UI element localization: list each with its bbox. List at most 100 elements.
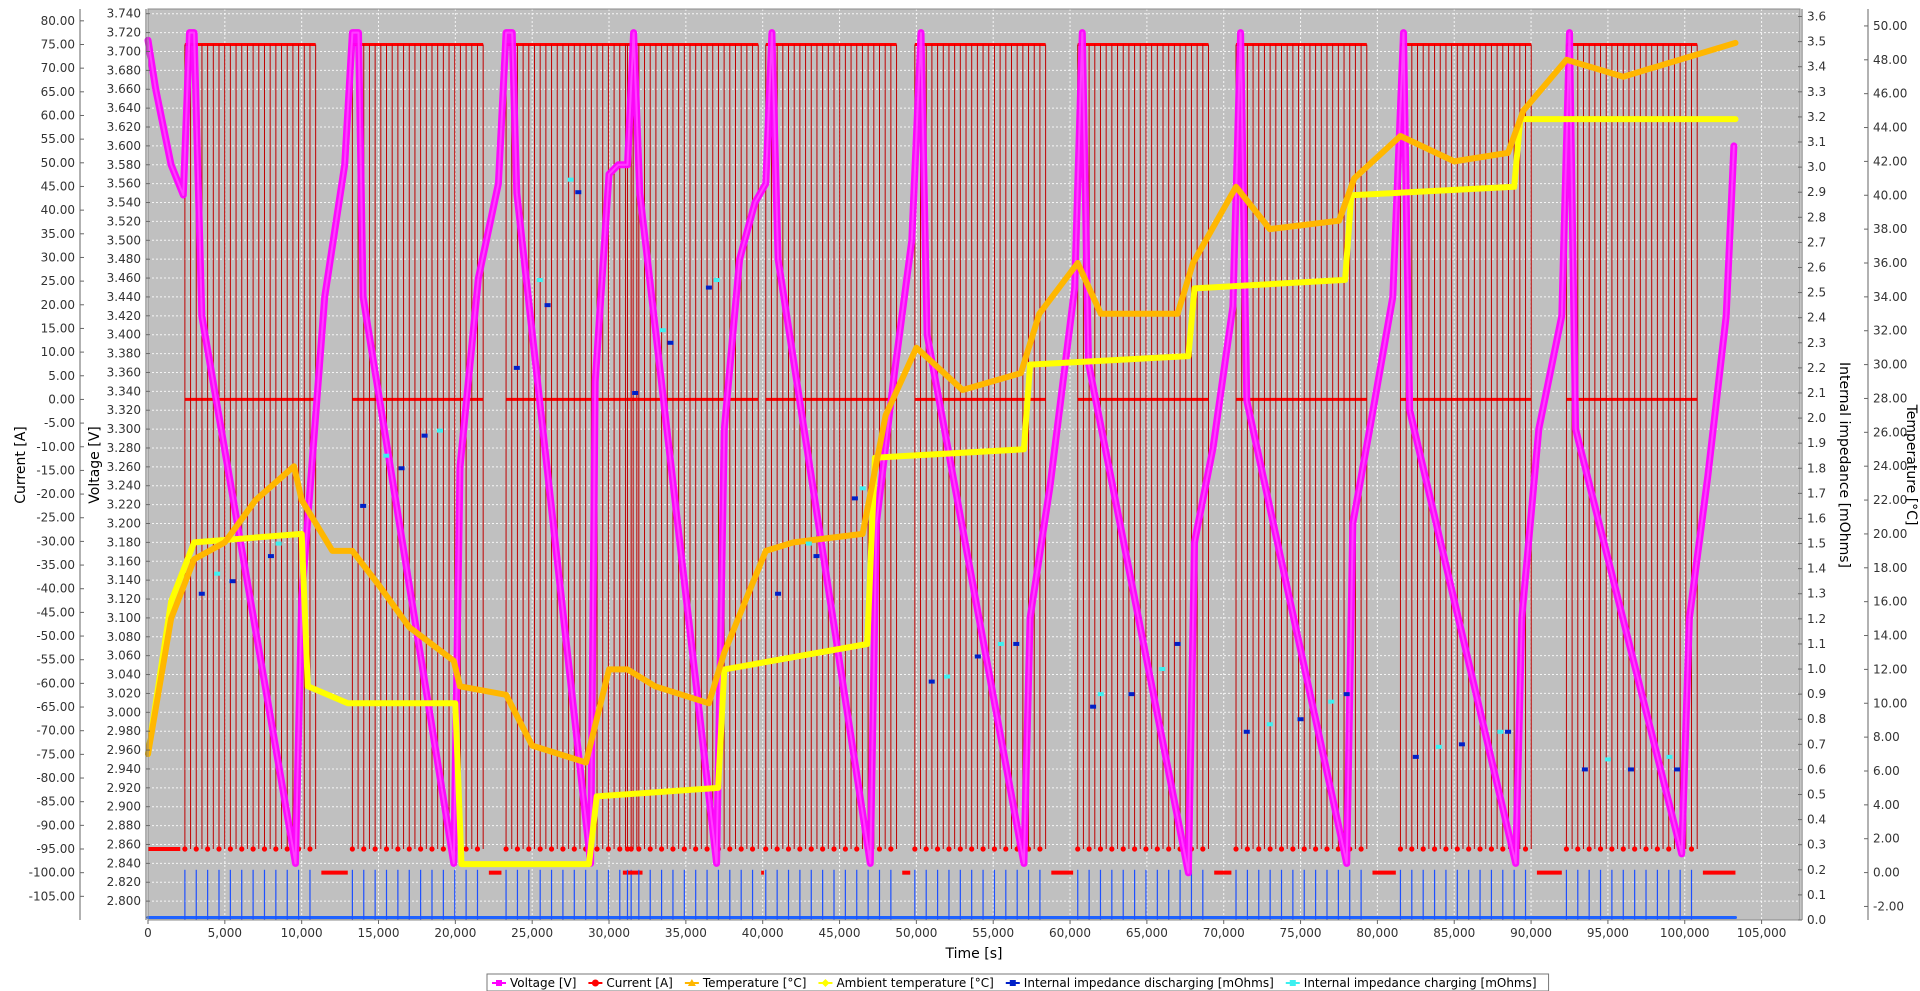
voltage-tick-label: 3.600 [107,139,141,153]
current-low-point [831,846,837,852]
x-tick-label: 5,000 [208,926,242,940]
temperature-tick-label: 34.00 [1873,290,1907,304]
current-tick-label: -5.00 [44,416,75,430]
current-low-point [1688,846,1695,852]
temperature-tick-label: 18.00 [1873,561,1907,575]
current-low-point [250,846,256,852]
current-low-point [681,846,687,852]
temperature-tick-label: 4.00 [1873,798,1900,812]
impedance-charging-point [944,674,951,679]
current-tick-label: 10.00 [41,345,75,359]
temperature-tick-label: 30.00 [1873,358,1907,372]
current-low-point [284,846,290,852]
x-tick-label: 15,000 [358,926,400,940]
current-tick-label: -90.00 [36,818,75,832]
impedance-discharging-point [705,285,712,290]
impedance-discharging-point [360,503,367,508]
temperature-tick-label: 12.00 [1873,662,1907,676]
impedance-discharging-point [1128,692,1135,697]
temperature-series-line [145,39,1739,766]
legend-label: Internal impedance charging [mOhms] [1304,976,1537,990]
voltage-tick-label: 3.000 [107,705,141,719]
current-low-point [1003,846,1009,852]
temperature-tick-label: 38.00 [1873,222,1907,236]
current-low-point [1488,846,1495,852]
voltage-tick-label: 2.880 [107,819,141,833]
temperature-tick-label: 2.00 [1873,832,1900,846]
impedance-tick-label: 0.0 [1807,913,1826,927]
legend-entry: Voltage [V] [492,976,576,990]
current-low-point [1397,846,1404,852]
current-low-point [1431,846,1438,852]
legend-entry: Internal impedance discharging [mOhms] [1005,976,1274,990]
current-low-point [395,846,401,852]
impedance-discharging-point [1458,742,1465,747]
current-low-point [1654,846,1660,852]
voltage-tick-label: 3.500 [107,233,141,247]
x-tick-label: 25,000 [511,926,553,940]
impedance-charging-point [1497,729,1504,734]
current-low-point [1301,846,1307,852]
current-low-point [503,846,509,852]
voltage-tick-label: 3.740 [107,7,141,21]
x-tick-label: 30,000 [588,926,630,940]
impedance-charging-point [567,177,574,182]
current-low-point [537,846,543,852]
current-low-point [763,846,769,852]
current-tick-label: -45.00 [36,605,75,619]
current-low-point [727,846,733,852]
impedance-tick-label: 3.0 [1807,160,1826,174]
impedance-discharging-point [1412,754,1419,759]
current-low-point [193,846,199,852]
impedance-tick-label: 1.2 [1807,612,1826,626]
current-tick-label: -75.00 [36,747,75,761]
voltage-tick-label: 3.520 [107,214,141,228]
current-low-point [1097,846,1104,852]
voltage-tick-label: 3.540 [107,196,141,210]
current-low-point [774,846,780,852]
current-low-point [406,846,412,852]
impedance-discharging-point [775,591,782,596]
current-tick-label: -60.00 [36,676,75,690]
impedance-tick-label: 1.1 [1807,637,1826,651]
current-low-point [1586,846,1592,852]
impedance-tick-label: 1.5 [1807,537,1826,551]
current-tick-label: 30.00 [41,250,75,264]
impedance-discharging-point [1174,641,1181,646]
impedance-charging-point [275,541,282,546]
impedance-discharging-point [229,579,236,584]
current-low-point [797,846,803,852]
current-tick-label: -30.00 [36,534,75,548]
current-low-point [418,846,424,852]
voltage-tick-label: 3.580 [107,158,141,172]
legend-marker [687,979,696,986]
voltage-tick-label: 2.860 [107,837,141,851]
current-low-point [624,846,631,852]
current-low-point [205,846,211,852]
current-low-point [383,846,390,852]
current-low-point [1200,846,1206,852]
impedance-tick-label: 0.1 [1807,888,1826,902]
plot-background [148,9,1800,920]
voltage-tick-label: 3.560 [107,177,141,191]
voltage-tick-label: 3.460 [107,271,141,285]
impedance-discharging-point [1505,729,1512,734]
current-low-point [1166,846,1172,852]
current-tick-label: 15.00 [41,321,75,335]
voltage-tick-label: 3.040 [107,668,141,682]
voltage-tick-label: 3.280 [107,441,141,455]
current-low-point [876,846,883,852]
impedance-tick-label: 2.4 [1807,311,1826,325]
impedance-charging-point [659,328,666,333]
temperature-tick-label: 14.00 [1873,629,1907,643]
current-low-point [704,846,710,852]
voltage-tick-label: 2.800 [107,894,141,908]
current-low-point [854,846,860,852]
voltage-tick-label: 3.100 [107,611,141,625]
voltage-tick-label: 3.360 [107,365,141,379]
impedance-tick-label: 3.4 [1807,60,1826,74]
current-low-point [1609,846,1615,852]
impedance-discharging-point [1243,729,1250,734]
impedance-charging-point [1435,744,1442,749]
